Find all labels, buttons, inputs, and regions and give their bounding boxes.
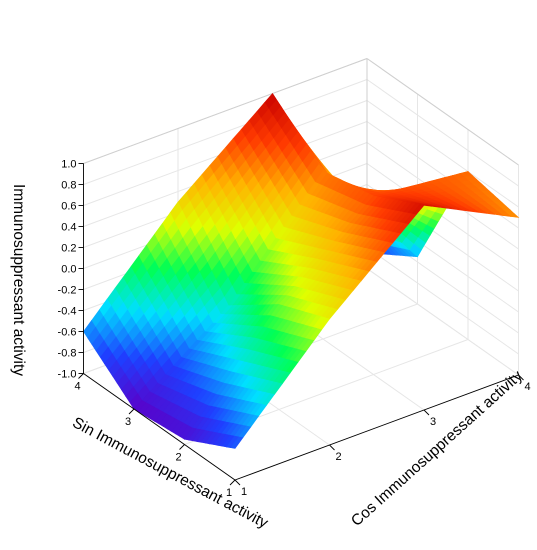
x-tick-mark bbox=[179, 444, 185, 450]
z-tick-label: -1.0 bbox=[58, 369, 77, 381]
x-tick-label: 2 bbox=[175, 452, 181, 464]
surface-patch bbox=[230, 436, 244, 449]
y-tick-label: 2 bbox=[335, 451, 341, 463]
z-axis-title: Immunosuppressant activity bbox=[10, 184, 27, 376]
left-wall-z-grid-line bbox=[83, 79, 368, 185]
surface-layer bbox=[83, 93, 520, 449]
x-tick-mark bbox=[78, 373, 84, 379]
z-tick-label: -0.2 bbox=[58, 285, 77, 297]
right-wall-z-grid-line bbox=[366, 79, 519, 187]
y-tick-label: 1 bbox=[241, 486, 247, 498]
z-tick-label: 0.6 bbox=[61, 201, 76, 213]
axis-line bbox=[234, 374, 519, 481]
floor-grid-line bbox=[366, 268, 519, 376]
y-tick-mark bbox=[518, 374, 524, 381]
tick-labels: -1.0 -0.8 -0.6 -0.4 -0.2 0.0 0.2 0.4 0.6 0.8 1.0 1 2… bbox=[58, 159, 531, 500]
x-tick-mark bbox=[128, 408, 135, 415]
back-edge-line bbox=[366, 58, 519, 166]
z-tick-label: -0.8 bbox=[58, 348, 77, 360]
y-tick-mark bbox=[329, 444, 335, 451]
x-tick-label: 4 bbox=[74, 381, 80, 393]
x-tick-label: 3 bbox=[125, 416, 131, 428]
y-tick-label: 3 bbox=[430, 416, 436, 428]
right-wall-z-grid-line bbox=[366, 100, 519, 208]
z-tick-label: -0.4 bbox=[58, 306, 77, 318]
y-tick-mark bbox=[234, 479, 241, 486]
axis-frame bbox=[78, 163, 524, 486]
y-tick-mark bbox=[423, 409, 430, 416]
z-tick-label: 0.4 bbox=[61, 222, 76, 234]
y-axis-title: Cos Immunosuppressant activity bbox=[348, 367, 526, 530]
right-wall-z-grid-line bbox=[366, 247, 519, 355]
y-tick-label: 4 bbox=[524, 381, 530, 393]
z-tick-label: 0.8 bbox=[61, 180, 76, 192]
x-tick-label: 1 bbox=[226, 487, 232, 499]
z-tick-label: 0.2 bbox=[61, 243, 76, 255]
z-tick-label: 1.0 bbox=[61, 159, 76, 171]
back-edge-line bbox=[83, 58, 368, 164]
right-wall-z-grid-line bbox=[366, 163, 519, 271]
z-tick-label: -0.6 bbox=[58, 327, 77, 339]
z-tick-label: 0.0 bbox=[61, 264, 76, 276]
axis-line bbox=[83, 373, 236, 481]
x-tick-mark bbox=[229, 479, 236, 486]
